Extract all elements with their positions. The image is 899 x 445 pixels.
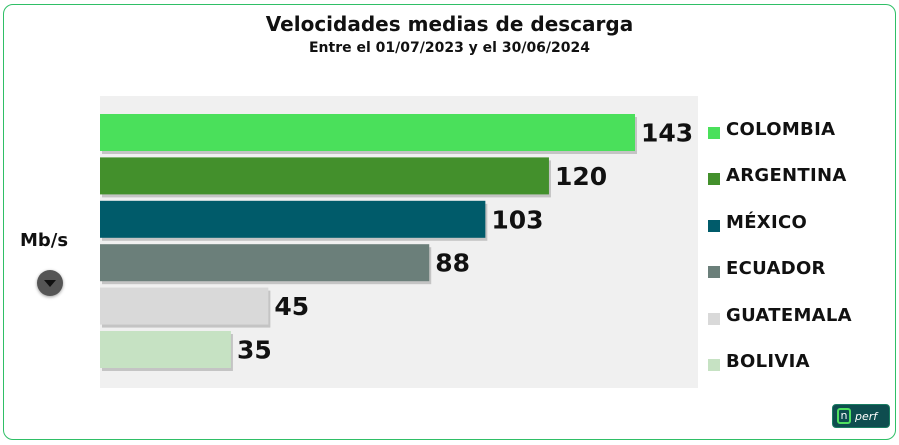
logo-mark: n xyxy=(837,408,851,424)
legend-swatch xyxy=(708,127,720,139)
legend-swatch xyxy=(708,219,720,232)
legend-label: BOLIVIA xyxy=(726,351,810,372)
data-label: 35 xyxy=(237,336,272,365)
legend-swatch xyxy=(708,312,720,325)
data-label: 120 xyxy=(555,162,607,191)
bar-colombia[interactable] xyxy=(100,114,635,151)
legend-swatch xyxy=(708,266,720,279)
legend-label: MÉXICO xyxy=(726,211,808,233)
bar-guatemala[interactable] xyxy=(100,287,269,325)
nperf-logo: n perf xyxy=(832,404,890,428)
chart-subtitle: Entre el 01/07/2023 y el 30/06/2024 xyxy=(308,40,591,56)
legend-label: COLOMBIA xyxy=(726,119,836,140)
unit-label: Mb/s xyxy=(20,230,69,251)
bar-argentina[interactable] xyxy=(100,157,549,195)
data-label: 88 xyxy=(435,249,470,278)
legend-label: GUATEMALA xyxy=(726,304,852,326)
data-label: 103 xyxy=(491,205,543,234)
data-label: 45 xyxy=(274,292,309,321)
legend-label: ECUADOR xyxy=(726,258,826,280)
logo-text: perf xyxy=(855,410,878,423)
legend-swatch xyxy=(708,359,720,371)
data-label: 143 xyxy=(641,119,693,148)
bar-méxico[interactable] xyxy=(100,200,486,238)
chevron-down-icon[interactable] xyxy=(37,270,63,296)
legend-swatch xyxy=(708,173,720,186)
legend-label: ARGENTINA xyxy=(726,165,847,187)
bar-bolivia[interactable] xyxy=(100,331,231,368)
chart-title: Velocidades medias de descarga xyxy=(265,12,634,36)
bar-ecuador[interactable] xyxy=(100,244,430,282)
